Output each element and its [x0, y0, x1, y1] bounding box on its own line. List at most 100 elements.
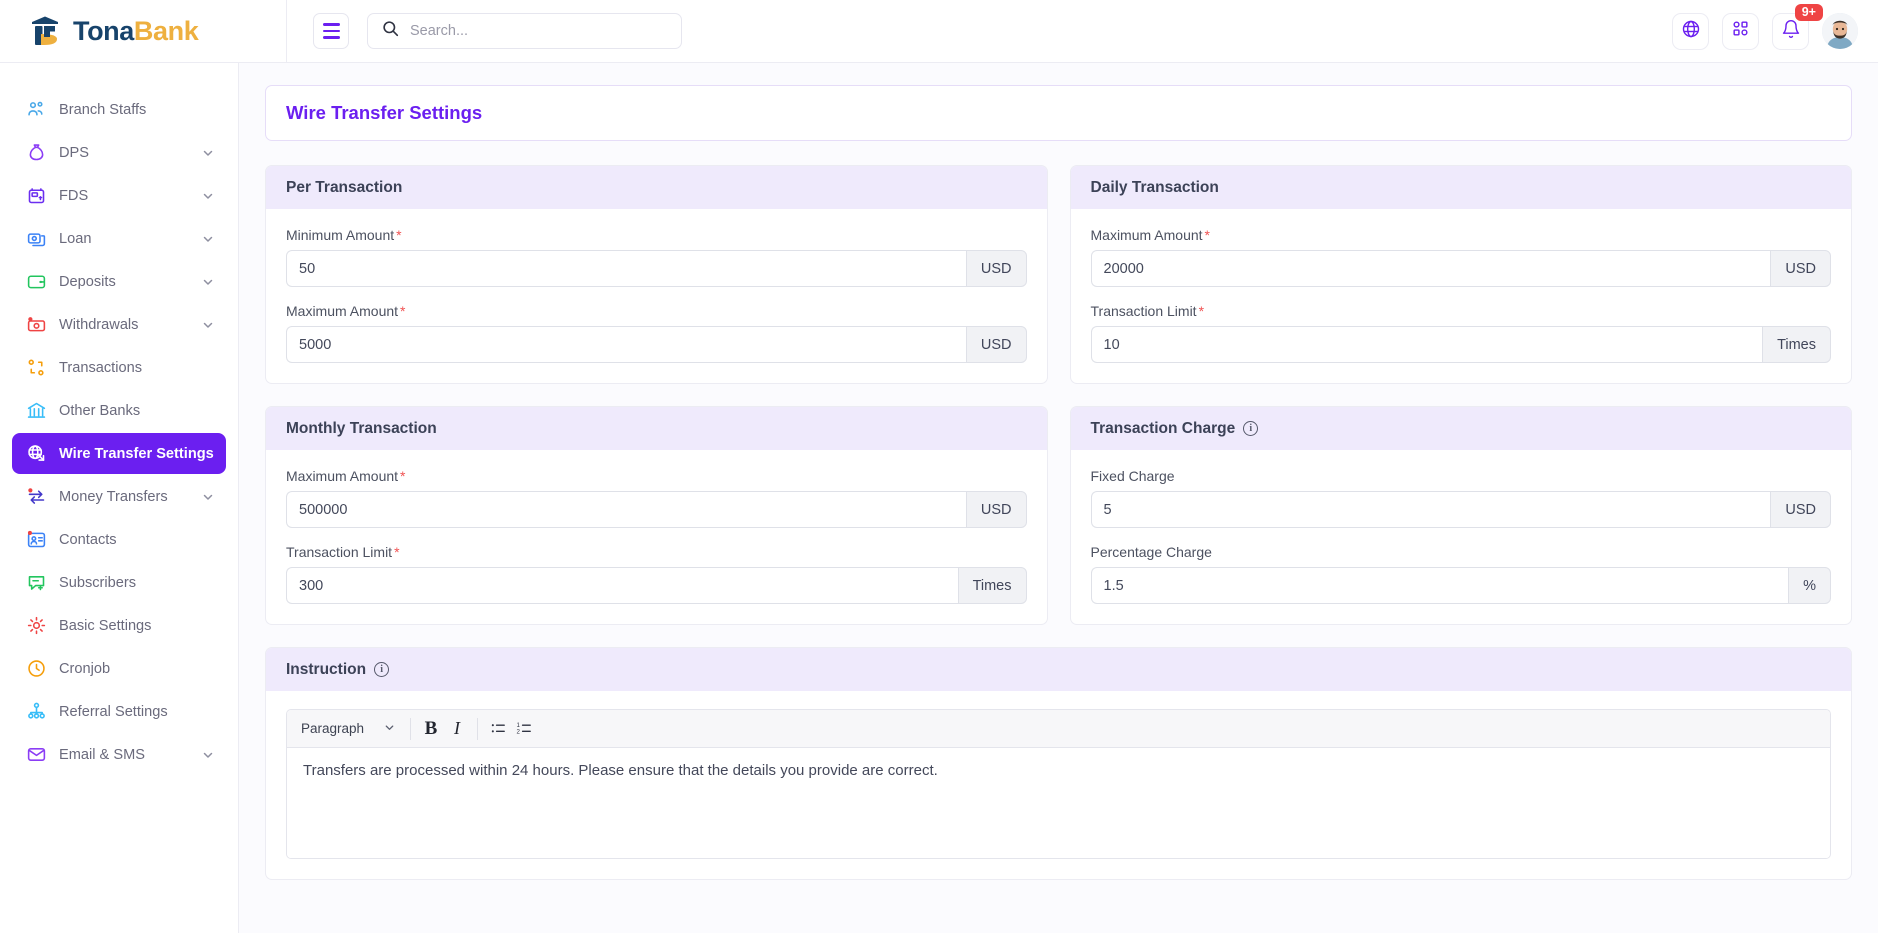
daily-maximum-amount-input[interactable] [1090, 250, 1771, 287]
currency-addon: USD [1770, 491, 1831, 528]
chevron-down-icon[interactable] [202, 276, 214, 288]
bold-icon[interactable]: B [424, 717, 438, 739]
sidebar-item-subscribers[interactable]: Subscribers [12, 562, 226, 603]
sidebar-item-label: FDS [59, 187, 89, 204]
sidebar-item-partial-cutoff[interactable] [12, 63, 226, 89]
rich-text-editor: Paragraph B I [286, 709, 1831, 859]
monthly-transaction-limit-input[interactable] [286, 567, 958, 604]
main-content-area: Wire Transfer Settings Per Transaction M… [239, 63, 1878, 933]
field-monthly-maximum-amount: Maximum Amount* USD [286, 468, 1027, 528]
monthly-transaction-title: Monthly Transaction [286, 419, 437, 437]
monthly-transaction-card-header: Monthly Transaction [266, 407, 1047, 450]
apps-grid-button[interactable] [1722, 12, 1759, 50]
field-fixed-charge: Fixed Charge USD [1090, 468, 1831, 528]
info-icon[interactable]: i [374, 662, 390, 677]
notification-bell-button[interactable]: 9+ [1772, 3, 1823, 50]
monthly-maximum-amount-input[interactable] [286, 491, 966, 528]
instruction-card-body: Paragraph B I [266, 691, 1851, 879]
chevron-down-icon[interactable] [202, 190, 214, 202]
sidebar-item-label: DPS [59, 144, 90, 161]
sidebar-item-wire-transfer-settings[interactable]: Wire Transfer Settings [12, 433, 226, 474]
percentage-charge-input[interactable] [1090, 567, 1789, 604]
times-addon: Times [1762, 326, 1831, 363]
editor-toolbar: Paragraph B I [287, 710, 1830, 748]
block-format-select[interactable]: Paragraph [293, 715, 403, 742]
required-asterisk: * [1198, 303, 1205, 319]
percent-addon: % [1788, 567, 1831, 604]
users-icon [24, 98, 48, 122]
input-group: Times [1090, 326, 1831, 363]
sidebar-item-deposits[interactable]: Deposits [12, 261, 226, 302]
daily-transaction-card: Daily Transaction Maximum Amount* USD Tr… [1069, 165, 1852, 384]
chevron-down-icon[interactable] [202, 749, 214, 761]
global-search-box[interactable]: Search... [367, 13, 682, 49]
settings-row-2: Monthly Transaction Maximum Amount* USD … [265, 406, 1852, 625]
required-asterisk: * [396, 227, 402, 243]
required-asterisk: * [394, 544, 400, 560]
sidebar-item-contacts[interactable]: Contacts [12, 519, 226, 560]
brand-name: TonaBank [73, 16, 199, 47]
per-minimum-amount-input[interactable] [286, 250, 966, 287]
svg-text:1: 1 [516, 722, 520, 729]
numbered-list-icon[interactable]: 1 2 [511, 716, 537, 742]
transaction-charge-card-body: Fixed Charge USD Percentage Charge % [1071, 450, 1852, 624]
hamburger-line [322, 29, 340, 33]
fixed-charge-input[interactable] [1090, 491, 1771, 528]
daily-transaction-limit-input[interactable] [1090, 326, 1763, 363]
field-label-text: Maximum Amount [286, 303, 399, 319]
sidebar-item-label: Money Transfers [59, 488, 168, 505]
input-group: USD [1090, 250, 1831, 287]
per-transaction-card-header: Per Transaction [266, 166, 1047, 209]
field-daily-maximum-amount: Maximum Amount* USD [1090, 227, 1831, 287]
subscriber-chat-icon [24, 571, 48, 595]
sidebar-item-dps[interactable]: DPS [12, 132, 226, 173]
italic-icon[interactable]: I [454, 718, 460, 738]
sidebar-item-label: Deposits [59, 273, 116, 290]
bullet-list-icon[interactable] [485, 716, 511, 742]
sidebar-item-label: Referral Settings [59, 703, 168, 720]
sidebar-item-label: Loan [59, 230, 92, 247]
search-input[interactable]: Search... [410, 23, 469, 39]
language-globe-button[interactable] [1672, 12, 1709, 50]
sidebar-toggle-button[interactable] [313, 13, 349, 49]
daily-transaction-card-body: Maximum Amount* USD Transaction Limit* T… [1071, 209, 1852, 383]
input-group: USD [286, 326, 1027, 363]
info-icon[interactable]: i [1243, 421, 1259, 436]
transfer-arrows-icon [24, 485, 48, 509]
chevron-down-icon[interactable] [202, 319, 214, 331]
user-avatar[interactable] [1822, 13, 1858, 49]
field-daily-transaction-limit: Transaction Limit* Times [1090, 303, 1831, 363]
input-group: USD [286, 250, 1027, 287]
chevron-down-icon[interactable] [202, 491, 214, 503]
sidebar-item-other-banks[interactable]: Other Banks [12, 390, 226, 431]
sidebar-item-transactions[interactable]: Transactions [12, 347, 226, 388]
chevron-down-icon[interactable] [202, 147, 214, 159]
sidebar-item-label: Basic Settings [59, 617, 152, 634]
sidebar-item-withdrawals[interactable]: Withdrawals [12, 304, 226, 345]
field-per-maximum-amount: Maximum Amount* USD [286, 303, 1027, 363]
chevron-down-icon[interactable] [202, 233, 214, 245]
language-globe-icon [1681, 19, 1701, 44]
sidebar-item-basic-settings[interactable]: Basic Settings [12, 605, 226, 646]
sidebar-item-loan[interactable]: Loan [12, 218, 226, 259]
sidebar-item-label: Other Banks [59, 402, 141, 419]
field-label: Fixed Charge [1090, 468, 1175, 484]
brand-logo[interactable]: TonaBank [0, 0, 287, 63]
apps-grid-icon [1731, 19, 1750, 43]
sidebar-item-fds[interactable]: FDS [12, 175, 226, 216]
sidebar-item-branch-staffs[interactable]: Branch Staffs [12, 89, 226, 130]
per-maximum-amount-input[interactable] [286, 326, 966, 363]
sidebar-item-money-transfers[interactable]: Money Transfers [12, 476, 226, 517]
input-group: % [1090, 567, 1831, 604]
envelope-icon [24, 743, 48, 767]
search-icon [382, 20, 399, 42]
sidebar-item-referral-settings[interactable]: Referral Settings [12, 691, 226, 732]
notification-bell-icon [1781, 19, 1801, 44]
field-label-text: Transaction Limit [286, 544, 393, 560]
settings-row-1: Per Transaction Minimum Amount* USD Maxi… [265, 165, 1852, 384]
sidebar-item-cronjob[interactable]: Cronjob [12, 648, 226, 689]
sidebar-item-email-sms[interactable]: Email & SMS [12, 734, 226, 775]
required-asterisk: * [1204, 227, 1210, 243]
required-asterisk: * [400, 303, 406, 319]
instruction-editor-content[interactable]: Transfers are processed within 24 hours.… [287, 748, 1830, 858]
